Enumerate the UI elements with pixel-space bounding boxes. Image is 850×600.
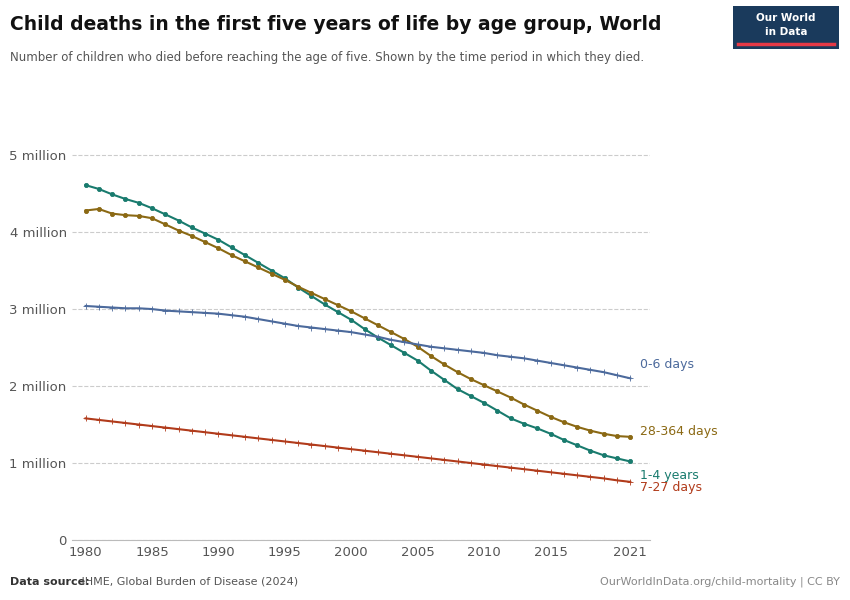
Text: 7-27 days: 7-27 days (640, 481, 702, 494)
Text: 28-364 days: 28-364 days (640, 425, 717, 438)
Text: Our World: Our World (756, 13, 816, 23)
Text: in Data: in Data (765, 27, 808, 37)
Text: OurWorldInData.org/child-mortality | CC BY: OurWorldInData.org/child-mortality | CC … (600, 576, 840, 587)
Text: 0-6 days: 0-6 days (640, 358, 694, 371)
Text: 1-4 years: 1-4 years (640, 469, 699, 482)
Text: Number of children who died before reaching the age of five. Shown by the time p: Number of children who died before reach… (10, 51, 644, 64)
Text: Data source:: Data source: (10, 577, 90, 587)
Text: IHME, Global Burden of Disease (2024): IHME, Global Burden of Disease (2024) (78, 577, 298, 587)
Text: Child deaths in the first five years of life by age group, World: Child deaths in the first five years of … (10, 15, 661, 34)
